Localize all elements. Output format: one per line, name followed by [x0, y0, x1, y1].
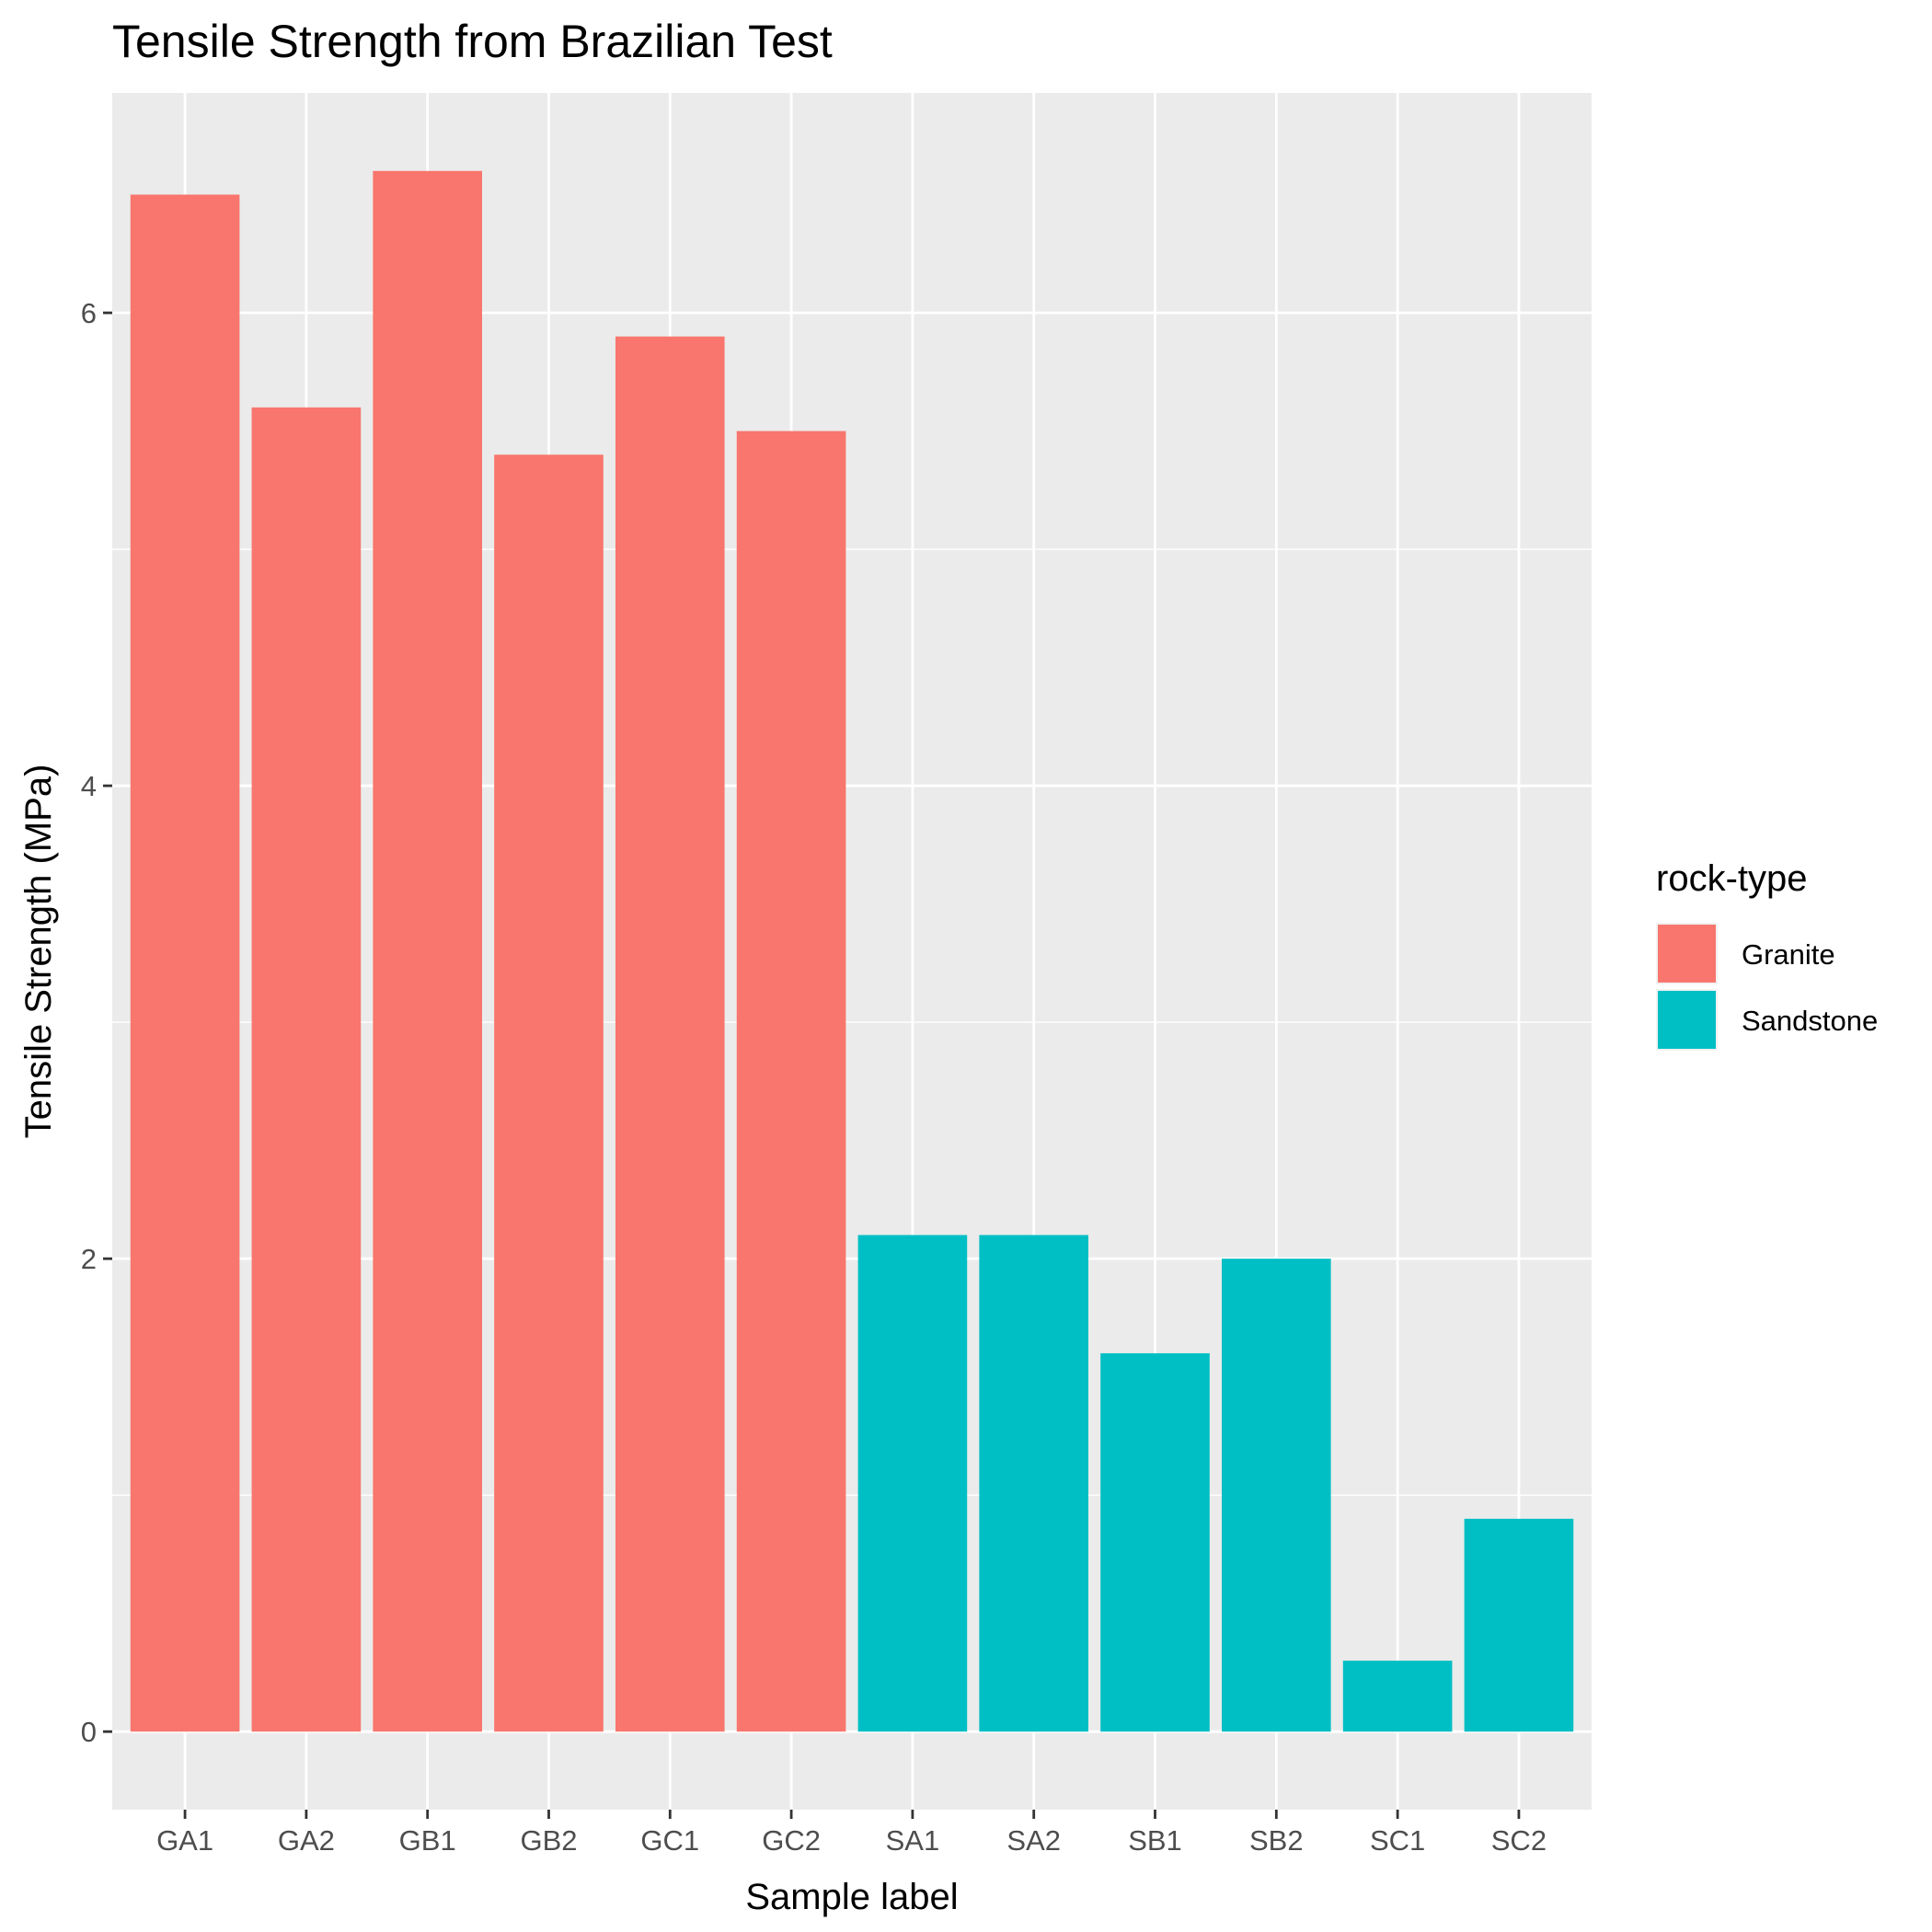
- bar-sb1: [1100, 1352, 1210, 1732]
- bar-gc1: [615, 336, 725, 1732]
- x-tick-label: GB1: [399, 1824, 456, 1857]
- x-tick-label: SC1: [1370, 1824, 1425, 1857]
- legend-label-granite: Granite: [1742, 938, 1835, 971]
- x-tick-label: SA1: [886, 1824, 940, 1857]
- bar-ga1: [130, 194, 240, 1732]
- bar-gb2: [494, 454, 604, 1732]
- x-tick-label: GC2: [762, 1824, 821, 1857]
- chart-title: Tensile Strength from Brazilian Test: [112, 16, 833, 67]
- y-axis: 0 2 4 6: [81, 297, 112, 1748]
- legend-label-sandstone: Sandstone: [1742, 1005, 1878, 1037]
- bar-sa2: [979, 1235, 1089, 1732]
- bar-ga2: [251, 407, 362, 1732]
- x-tick-label: SB1: [1128, 1824, 1182, 1857]
- legend-swatch-sandstone: [1658, 991, 1716, 1049]
- y-tick-label: 4: [81, 770, 97, 802]
- bar-sc2: [1464, 1518, 1574, 1732]
- y-tick-label: 6: [81, 297, 97, 329]
- x-tick-label: GA1: [156, 1824, 213, 1857]
- x-tick-label: GA2: [278, 1824, 335, 1857]
- legend-title: rock-type: [1656, 858, 1808, 899]
- bar-gc2: [736, 431, 846, 1732]
- bar-sc1: [1342, 1661, 1453, 1732]
- bar-gb1: [373, 170, 482, 1732]
- bar-sb2: [1222, 1259, 1331, 1732]
- bar-sa1: [857, 1235, 968, 1732]
- y-tick-label: 0: [81, 1716, 97, 1748]
- legend-swatch-granite: [1658, 925, 1716, 983]
- x-tick-label: SA2: [1006, 1824, 1061, 1857]
- x-axis: GA1 GA2 GB1 GB2 GC1 GC2 SA1 SA2 SB1 SB2 SC1 SC2: [156, 1810, 1547, 1857]
- x-tick-label: GC1: [640, 1824, 699, 1857]
- bars: [130, 170, 1574, 1732]
- x-tick-label: SB2: [1249, 1824, 1304, 1857]
- y-axis-title: Tensile Strength (MPa): [18, 765, 59, 1139]
- x-tick-label: SC2: [1491, 1824, 1547, 1857]
- y-tick-label: 2: [81, 1243, 97, 1275]
- legend: rock-type Granite Sandstone: [1656, 858, 1878, 1051]
- x-axis-title: Sample label: [745, 1877, 958, 1917]
- x-tick-label: GB2: [520, 1824, 577, 1857]
